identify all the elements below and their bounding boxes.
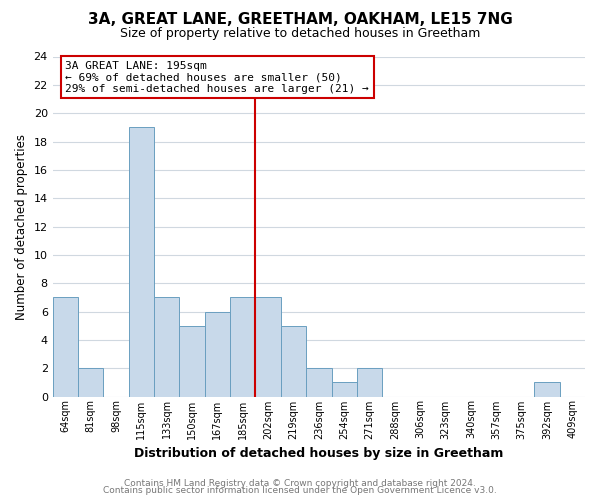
Y-axis label: Number of detached properties: Number of detached properties — [15, 134, 28, 320]
Text: 3A GREAT LANE: 195sqm
← 69% of detached houses are smaller (50)
29% of semi-deta: 3A GREAT LANE: 195sqm ← 69% of detached … — [65, 61, 369, 94]
Bar — [129, 128, 154, 396]
Text: Contains HM Land Registry data © Crown copyright and database right 2024.: Contains HM Land Registry data © Crown c… — [124, 478, 476, 488]
Bar — [179, 326, 205, 396]
Bar — [230, 298, 256, 396]
X-axis label: Distribution of detached houses by size in Greetham: Distribution of detached houses by size … — [134, 447, 503, 460]
Bar — [357, 368, 382, 396]
Bar — [306, 368, 332, 396]
Text: Size of property relative to detached houses in Greetham: Size of property relative to detached ho… — [120, 28, 480, 40]
Bar — [256, 298, 281, 396]
Bar — [154, 298, 179, 396]
Text: Contains public sector information licensed under the Open Government Licence v3: Contains public sector information licen… — [103, 486, 497, 495]
Bar — [53, 298, 78, 396]
Text: 3A, GREAT LANE, GREETHAM, OAKHAM, LE15 7NG: 3A, GREAT LANE, GREETHAM, OAKHAM, LE15 7… — [88, 12, 512, 28]
Bar — [78, 368, 103, 396]
Bar — [332, 382, 357, 396]
Bar — [535, 382, 560, 396]
Bar — [205, 312, 230, 396]
Bar — [281, 326, 306, 396]
